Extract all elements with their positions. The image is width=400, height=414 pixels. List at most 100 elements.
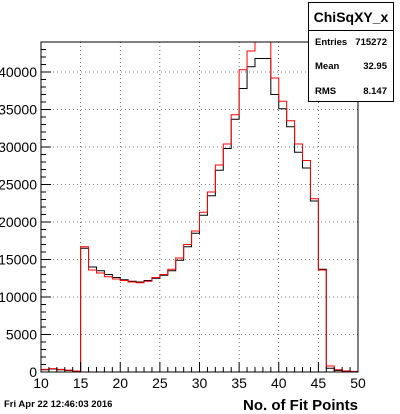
stats-mean-label: Mean: [315, 61, 340, 72]
stats-entries-label: Entries: [315, 37, 348, 48]
histogram-bin: [263, 59, 271, 373]
y-tick-labels: 0 5000 10000 15000 20000 25000 30000 35000 40000: [0, 64, 37, 380]
histogram-bin: [318, 269, 326, 372]
stats-rms-label: RMS: [315, 86, 337, 97]
histogram-bin: [144, 281, 152, 372]
y-tick-label: 10000: [0, 289, 37, 305]
x-tick-label: 20: [112, 375, 128, 391]
histogram-bin: [215, 170, 223, 372]
histogram-bin: [184, 247, 192, 372]
histogram-bin: [81, 247, 89, 372]
histogram-series-1: [40, 41, 359, 373]
histogram-bin: [295, 144, 303, 372]
x-tick-label: 45: [311, 375, 327, 391]
y-tick-label: 25000: [0, 177, 37, 193]
histogram-bin: [152, 278, 160, 373]
x-tick-label: 35: [231, 375, 247, 391]
histogram-bin: [192, 231, 200, 372]
footer-date: Fri Apr 22 12:46:03 2016: [4, 399, 113, 410]
histogram-bin: [247, 51, 255, 372]
histogram-bin: [112, 278, 120, 373]
histogram-bin: [310, 199, 318, 372]
histogram-bin: [215, 165, 223, 372]
histogram-step-line-1: [40, 41, 359, 372]
y-tick-label: 40000: [0, 64, 37, 80]
y-tick-label: 20000: [0, 214, 37, 230]
histogram-bin: [200, 212, 208, 372]
histogram-bin: [184, 245, 192, 373]
histogram-bin: [176, 258, 184, 372]
histogram-bin: [160, 275, 168, 373]
histogram-bin: [136, 283, 144, 372]
histogram-bin: [81, 248, 89, 372]
histogram-bin: [89, 270, 97, 372]
stats-entries-value: 715272: [355, 37, 387, 48]
histogram-bin: [136, 282, 144, 372]
y-tick-label: 5000: [6, 327, 37, 343]
x-tick-labels: 10 15 20 25 30 35 40 45 50: [33, 375, 366, 391]
y-tick-label: 15000: [0, 252, 37, 268]
stats-box: ChiSqXY_x Entries 715272 Mean 32.95 RMS …: [308, 2, 394, 102]
y-tick-label: 0: [29, 364, 37, 380]
histogram-bin: [239, 89, 247, 373]
histogram-bin: [120, 280, 128, 372]
histogram-bin: [255, 42, 263, 372]
histogram-bin: [223, 144, 231, 372]
histogram-bin: [120, 281, 128, 373]
histogram-series-0: [40, 58, 359, 373]
histogram-bin: [200, 215, 208, 372]
histogram-bin: [152, 278, 160, 372]
histogram-bin: [239, 70, 247, 372]
x-tick-label: 50: [350, 375, 366, 391]
x-tick-label: 30: [192, 375, 208, 391]
histogram-bin: [160, 275, 168, 372]
histogram-bin: [104, 275, 112, 373]
stats-rms-value: 8.147: [363, 86, 387, 97]
histogram-bin: [279, 109, 287, 372]
histogram-bin: [96, 271, 104, 372]
y-tick-label: 35000: [0, 102, 37, 118]
histogram-bin: [271, 78, 279, 372]
histogram-bin: [287, 127, 295, 372]
x-tick-label: 40: [271, 375, 287, 391]
histogram-bin: [326, 368, 334, 372]
histogram-bin: [263, 42, 271, 372]
histogram-bin: [168, 271, 176, 372]
histogram-bin: [271, 95, 279, 373]
x-axis-label: No. of Fit Points: [243, 397, 358, 414]
histogram-bin: [192, 233, 200, 372]
axis-ticks: [40, 49, 359, 373]
histogram-bin: [326, 366, 334, 372]
histogram-bin: [231, 119, 239, 372]
histogram-bin: [247, 67, 255, 372]
stats-title: ChiSqXY_x: [309, 3, 393, 31]
histogram-bin: [223, 149, 231, 373]
histogram-series: [40, 41, 359, 373]
stats-mean-value: 32.95: [363, 61, 387, 72]
histogram-bin: [303, 161, 311, 373]
histogram-bin: [128, 282, 136, 372]
x-tick-label: 15: [73, 375, 89, 391]
histogram-bin: [207, 196, 215, 372]
x-tick-label: 25: [152, 375, 168, 391]
histogram-bin: [89, 267, 97, 372]
y-tick-label: 30000: [0, 139, 37, 155]
histogram-bin: [112, 279, 120, 372]
histogram-bin: [303, 168, 311, 372]
grid-lines: [41, 42, 358, 372]
histogram-bin: [96, 273, 104, 372]
histogram-bin: [207, 192, 215, 372]
histogram-bin: [168, 269, 176, 372]
histogram-bin: [318, 270, 326, 372]
histogram-bin: [255, 59, 263, 373]
histogram-bin: [295, 152, 303, 372]
histogram-bin: [310, 201, 318, 372]
histogram-bin: [104, 277, 112, 372]
histogram-bin: [128, 281, 136, 372]
x-tick-label: 10: [33, 375, 49, 391]
histogram-bin: [144, 281, 152, 373]
histogram-bin: [176, 260, 184, 372]
histogram-step-line-0: [40, 58, 359, 373]
histogram-bin: [231, 115, 239, 372]
